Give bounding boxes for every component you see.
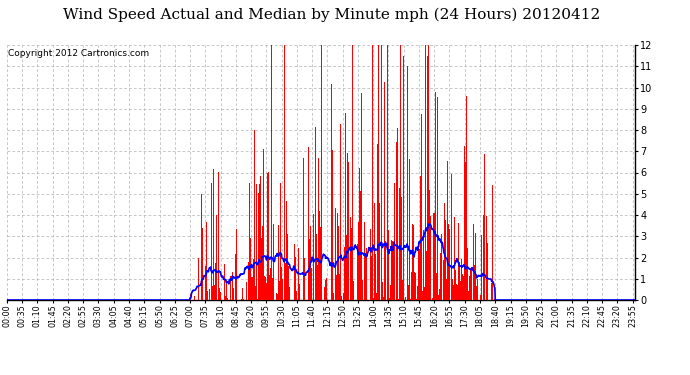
Text: Wind Speed Actual and Median by Minute mph (24 Hours) 20120412: Wind Speed Actual and Median by Minute m… — [63, 8, 600, 22]
Text: Copyright 2012 Cartronics.com: Copyright 2012 Cartronics.com — [8, 49, 149, 58]
